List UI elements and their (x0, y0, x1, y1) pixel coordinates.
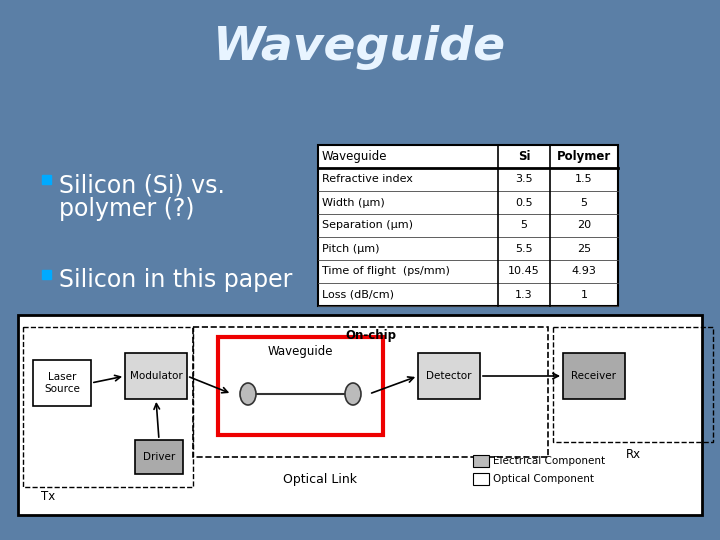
Bar (33, 360, 91, 406)
Bar (418, 353, 480, 399)
Text: Silicon in this paper: Silicon in this paper (59, 268, 292, 292)
Text: 3.5: 3.5 (516, 174, 533, 185)
Bar (218, 337, 383, 435)
Text: Polymer: Polymer (557, 150, 611, 163)
Text: Source: Source (44, 384, 80, 394)
Text: Optical Component: Optical Component (493, 474, 594, 484)
Text: Waveguide: Waveguide (322, 150, 387, 163)
Text: Tx: Tx (41, 490, 55, 503)
Text: Refractive index: Refractive index (322, 174, 413, 185)
Bar (42, 175, 51, 184)
Text: Electrical Component: Electrical Component (493, 456, 605, 466)
Bar (553, 327, 713, 442)
Ellipse shape (345, 383, 361, 405)
Text: Loss (dB/cm): Loss (dB/cm) (322, 289, 394, 300)
Text: 5.5: 5.5 (516, 244, 533, 253)
Bar (193, 327, 548, 457)
Text: Waveguide: Waveguide (213, 25, 507, 71)
Text: Width (μm): Width (μm) (322, 198, 384, 207)
Text: Modulator: Modulator (130, 371, 182, 381)
Text: 25: 25 (577, 244, 591, 253)
Text: 10.45: 10.45 (508, 267, 540, 276)
Text: Waveguide: Waveguide (268, 345, 333, 357)
Text: 4.93: 4.93 (572, 267, 596, 276)
Bar (473, 455, 489, 467)
Bar (473, 473, 489, 485)
Bar (563, 353, 625, 399)
Ellipse shape (240, 383, 256, 405)
Text: 20: 20 (577, 220, 591, 231)
Bar (23, 327, 193, 487)
Text: polymer (?): polymer (?) (59, 197, 194, 221)
Bar (135, 440, 183, 474)
Text: 5: 5 (521, 220, 528, 231)
Text: 0.5: 0.5 (516, 198, 533, 207)
Text: Optical Link: Optical Link (283, 474, 357, 487)
Bar (42, 270, 51, 279)
Text: Time of flight  (ps/mm): Time of flight (ps/mm) (322, 267, 450, 276)
Text: Pitch (μm): Pitch (μm) (322, 244, 379, 253)
Text: 1: 1 (580, 289, 588, 300)
Text: 1.3: 1.3 (516, 289, 533, 300)
Text: Receiver: Receiver (572, 371, 616, 381)
Text: Driver: Driver (143, 452, 175, 462)
Bar (125, 353, 187, 399)
Text: Rx: Rx (626, 448, 641, 461)
Bar (318, 145, 618, 306)
Text: Silicon (Si) vs.: Silicon (Si) vs. (59, 173, 225, 197)
Bar (18, 315, 702, 515)
Text: Separation (μm): Separation (μm) (322, 220, 413, 231)
Text: Si: Si (518, 150, 530, 163)
Text: On-chip: On-chip (345, 329, 396, 342)
Text: Detector: Detector (426, 371, 472, 381)
Text: 5: 5 (580, 198, 588, 207)
Text: Laser: Laser (48, 372, 76, 382)
Text: 1.5: 1.5 (575, 174, 593, 185)
